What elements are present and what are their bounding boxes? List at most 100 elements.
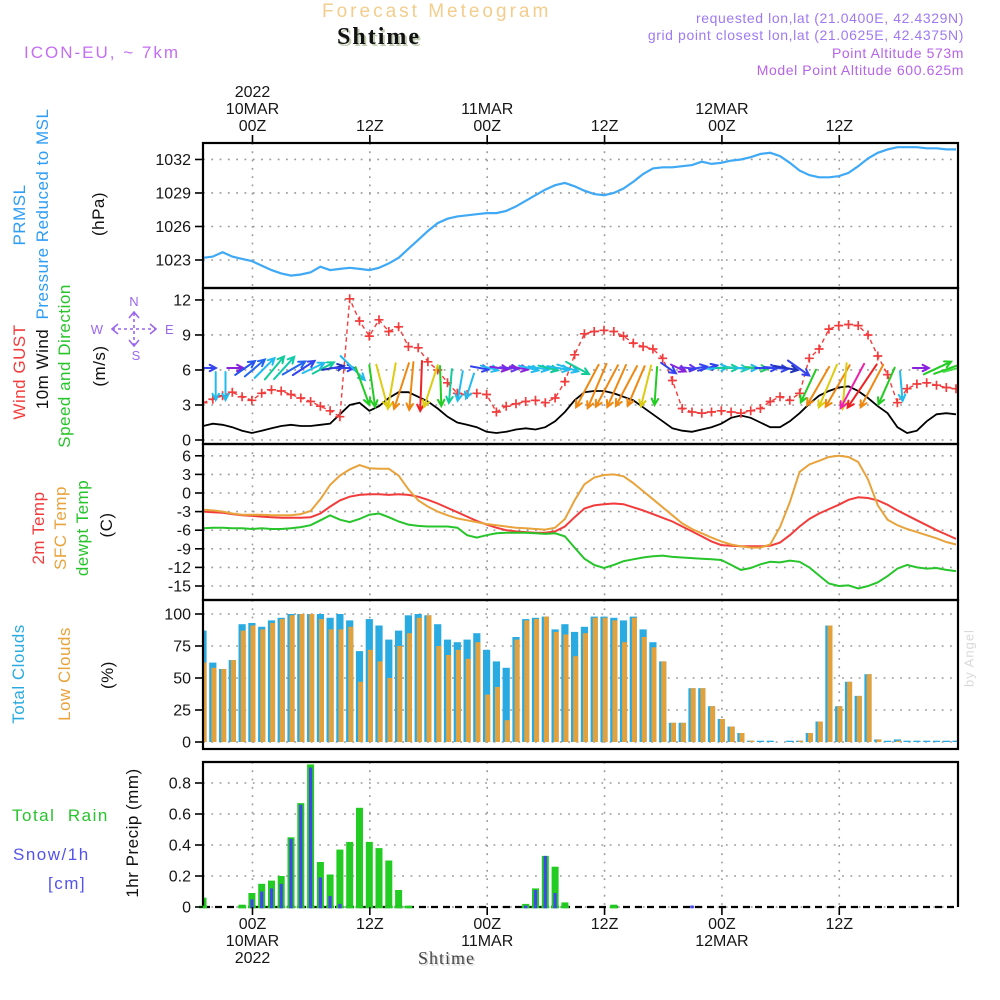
wind-direction-arrow xyxy=(626,365,646,408)
cloud-bar-low xyxy=(465,658,471,742)
cloud-bar-low xyxy=(319,619,324,742)
cloud-bar-total xyxy=(942,740,950,742)
wind-direction-arrow xyxy=(454,370,464,403)
ytick-label-wind: 6 xyxy=(182,362,191,379)
compass-icon: N S W E xyxy=(91,294,174,363)
cloud-bar-low xyxy=(524,620,530,742)
rain-bar xyxy=(522,903,530,907)
baseline-rain-dash xyxy=(404,905,413,909)
ytick-label-precip: 0.8 xyxy=(169,776,191,793)
station-title: Shtime xyxy=(337,24,421,50)
wind-direction-arrow xyxy=(817,363,838,410)
baseline-rain-dash xyxy=(609,905,618,909)
wind-direction-arrow xyxy=(203,363,219,373)
cloud-bar-low xyxy=(279,619,285,742)
bottom-tick-label: 12Z xyxy=(356,916,384,933)
top-date-label: 10MAR xyxy=(226,101,279,118)
rain-bar xyxy=(326,874,334,907)
wind-direction-arrow xyxy=(773,364,800,374)
cloud-bar-low xyxy=(348,626,354,742)
ytick-label-clouds: 25 xyxy=(173,703,191,720)
cloud-bar-low xyxy=(612,620,618,742)
bottom-tick-label: 12Z xyxy=(591,916,619,933)
cloud-bar-low xyxy=(710,706,716,742)
wind-speed-line xyxy=(203,385,957,434)
cloud-bar-low xyxy=(377,661,383,742)
wind-direction-arrow xyxy=(594,364,619,409)
wind-direction-arrow xyxy=(660,361,678,375)
ytick-label-precip: 0.2 xyxy=(169,869,191,886)
cloud-bar-low xyxy=(739,733,745,742)
wind-direction-arrow xyxy=(638,364,653,409)
rain-bar xyxy=(375,848,383,907)
snow-bar xyxy=(289,838,293,907)
app-title: Forecast Meteogram xyxy=(322,1,552,22)
wind-direction-arrow xyxy=(565,360,591,376)
wind-direction-arrow xyxy=(897,370,907,404)
bottom-tick-label: 00Z xyxy=(473,916,501,933)
ytick-label-temperature: -3 xyxy=(177,504,191,521)
cloud-bar-low xyxy=(504,720,510,742)
cloud-bar-low xyxy=(270,623,276,742)
rain-bar xyxy=(203,897,207,907)
ytick-label-temperature: 3 xyxy=(182,467,191,484)
cloud-bar-low xyxy=(387,678,393,742)
cloud-bar-low xyxy=(798,740,804,742)
cloud-bar-low xyxy=(240,630,246,742)
requested-coords: requested lon,lat (21.0400E, 42.4329N) xyxy=(696,10,964,26)
ytick-label-temperature: -9 xyxy=(177,541,191,558)
wind-direction-arrow xyxy=(384,362,397,411)
wind-direction-arrow xyxy=(942,366,958,373)
cloud-bar-total xyxy=(884,740,892,742)
baseline-snow-dash xyxy=(690,905,694,909)
compass-s: S xyxy=(132,348,141,363)
wind-direction-arrow xyxy=(463,372,475,401)
wind-gust-crosses xyxy=(203,294,958,422)
rain-bar xyxy=(561,902,569,907)
rain-bar xyxy=(365,841,373,907)
bottom-date-label: 12MAR xyxy=(695,933,748,950)
wind-direction-arrow xyxy=(416,360,425,414)
wind-direction-arrow xyxy=(301,361,327,375)
cloud-bar-low xyxy=(367,649,373,742)
cloud-bar-low xyxy=(534,619,540,742)
cloud-bar-low xyxy=(221,669,227,742)
point-altitude: Point Altitude 573m xyxy=(831,45,964,61)
cloud-bar-total xyxy=(923,740,931,742)
wind-direction-arrow xyxy=(368,364,379,409)
wind-direction-arrow xyxy=(445,368,454,406)
snow-bar xyxy=(260,891,264,907)
wind-direction-arrow xyxy=(846,363,878,410)
ytick-label-wind: 3 xyxy=(182,397,191,414)
baseline-snow-dash xyxy=(308,905,313,909)
baseline-snow-dash xyxy=(553,905,557,909)
cloud-bar-low xyxy=(553,631,559,742)
rain-bar xyxy=(551,866,559,907)
wind-direction-arrow xyxy=(933,364,958,375)
ytick-label-pressure: 1023 xyxy=(155,253,191,270)
snow-bar xyxy=(269,888,274,907)
precip-bars xyxy=(203,764,694,908)
cloud-bar-low xyxy=(671,722,676,742)
cloud-bar-total xyxy=(502,667,510,742)
wind-direction-arrow xyxy=(291,359,317,377)
ytick-label-pressure: 1026 xyxy=(155,219,191,236)
wind-direction-arrow xyxy=(586,362,608,411)
top-year-label: 2022 xyxy=(235,84,271,101)
time-axis: 00Z00Z10MAR10MAR2022202212Z12Z00Z00Z11MA… xyxy=(226,84,853,967)
baseline-snow-dash xyxy=(328,905,332,909)
cloud-bar-low xyxy=(817,721,823,742)
ytick-label-temperature: 0 xyxy=(182,486,191,503)
cloud-bar-low xyxy=(260,629,266,742)
snow-bar xyxy=(553,893,557,907)
cloud-bar-low xyxy=(426,615,432,742)
baseline-snow-dash xyxy=(299,905,303,909)
cloud-bar-total xyxy=(903,740,911,742)
cloud-bar-low xyxy=(436,646,442,742)
baseline-snow-dash xyxy=(524,905,528,909)
wind-direction-arrow xyxy=(489,364,511,373)
ytick-label-clouds: 75 xyxy=(173,639,191,656)
cloud-bar-low xyxy=(328,629,334,742)
snow-bar xyxy=(328,896,332,907)
